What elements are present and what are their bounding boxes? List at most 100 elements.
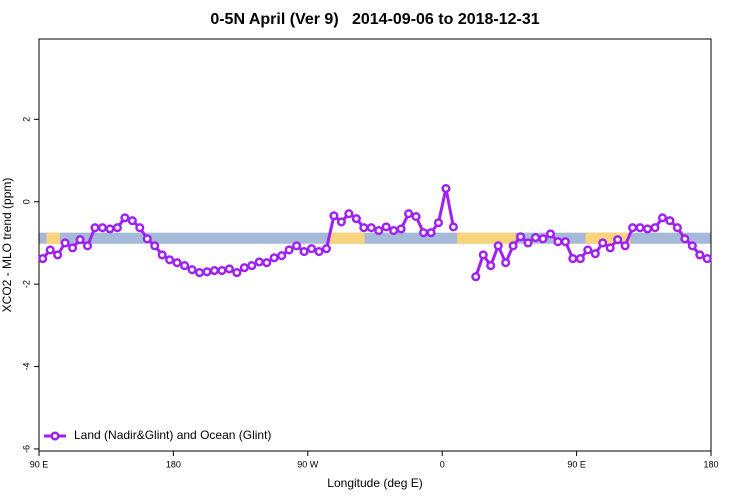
point <box>45 245 55 255</box>
legend-marker <box>50 431 60 441</box>
point <box>620 241 630 251</box>
point <box>501 258 511 268</box>
point <box>411 212 421 222</box>
land-strip <box>585 232 631 244</box>
point <box>530 233 541 243</box>
y-axis-label: XCO2 - MLO trend (ppm) <box>0 178 14 313</box>
point <box>493 241 503 251</box>
point <box>277 251 287 261</box>
point <box>165 255 175 265</box>
point <box>254 257 264 267</box>
point <box>194 268 205 278</box>
point <box>53 250 63 260</box>
y-tick-label: -4 <box>21 363 31 371</box>
point <box>105 224 115 234</box>
point <box>642 224 653 234</box>
point <box>695 250 705 260</box>
point <box>135 223 145 233</box>
point <box>635 223 645 233</box>
point <box>448 222 458 232</box>
x-tick-label: 180 <box>166 459 181 469</box>
point <box>120 213 130 223</box>
point <box>351 214 361 224</box>
point <box>262 258 272 268</box>
point <box>598 238 608 248</box>
point <box>202 267 212 277</box>
point <box>60 238 70 248</box>
plot-frame <box>38 38 712 452</box>
land-strip <box>330 232 365 244</box>
y-tick-label: -6 <box>21 445 31 453</box>
y-tick-label: 2 <box>21 117 31 122</box>
point <box>426 228 436 238</box>
land-strip <box>46 232 60 244</box>
point <box>284 245 294 255</box>
point <box>650 223 660 233</box>
point <box>75 235 85 245</box>
point <box>292 241 302 251</box>
point <box>613 235 623 245</box>
legend-label: Land (Nadir&Glint) and Ocean (Glint) <box>74 428 271 442</box>
point <box>127 216 137 226</box>
y-tick-label: -2 <box>21 280 31 288</box>
point <box>344 209 354 219</box>
point <box>628 223 638 233</box>
land-strip <box>457 232 516 244</box>
y-tick-label: 0 <box>21 199 31 204</box>
point <box>142 234 152 244</box>
point <box>404 209 414 219</box>
point <box>209 265 220 276</box>
point <box>172 258 182 268</box>
point <box>366 223 376 233</box>
chart-title: 0-5N April (Ver 9) 2014-09-06 to 2018-12… <box>210 11 539 28</box>
point <box>575 254 585 264</box>
point <box>90 223 100 233</box>
point <box>657 213 668 223</box>
point <box>508 241 518 251</box>
point <box>157 250 167 260</box>
point <box>665 216 675 226</box>
point <box>97 223 108 233</box>
point <box>553 237 563 247</box>
point <box>180 261 190 271</box>
point <box>187 265 197 275</box>
point <box>672 223 682 233</box>
point <box>486 261 496 271</box>
point <box>538 234 548 244</box>
point <box>381 222 391 232</box>
point <box>568 254 578 264</box>
point <box>336 217 346 227</box>
point <box>359 223 369 233</box>
point <box>329 211 339 221</box>
point <box>590 249 600 259</box>
ocean-strip <box>39 232 711 244</box>
point <box>299 247 309 257</box>
x-axis-label: Longitude (deg E) <box>327 476 422 490</box>
point <box>321 244 332 254</box>
point <box>478 250 488 260</box>
point <box>269 253 279 263</box>
point <box>112 223 122 233</box>
point <box>389 226 399 236</box>
point <box>247 261 257 271</box>
x-tick-label: 90 E <box>30 459 49 469</box>
point <box>605 243 615 253</box>
point <box>239 263 249 273</box>
point <box>418 228 429 238</box>
point <box>560 237 570 247</box>
point <box>68 243 78 253</box>
point <box>523 238 533 248</box>
point <box>583 245 593 255</box>
x-tick-label: 0 <box>440 459 445 469</box>
point <box>687 241 697 251</box>
point <box>82 241 93 251</box>
point <box>545 229 556 239</box>
point <box>433 218 444 228</box>
point <box>38 254 48 264</box>
point <box>471 272 481 282</box>
point <box>396 224 406 234</box>
point <box>150 241 160 251</box>
x-tick-label: 90 E <box>567 459 586 469</box>
x-tick-label: 90 W <box>297 459 319 469</box>
